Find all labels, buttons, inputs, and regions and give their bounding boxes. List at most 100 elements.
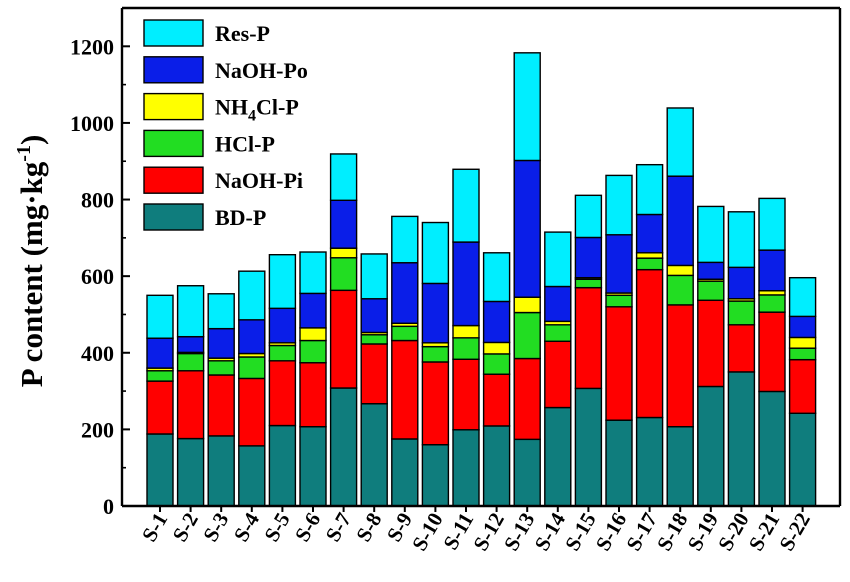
bar-segment-bd-p-s-9 <box>391 438 419 507</box>
legend-label-naoh-pi: NaOH-Pi <box>215 168 303 193</box>
bar-segment-bd-p-s-22 <box>788 412 817 507</box>
bar-segment-naoh-pi-s-7 <box>329 289 358 389</box>
bar-segment-res-p-s-14 <box>544 231 572 288</box>
legend-label-bd-p: BD-P <box>215 205 266 230</box>
y-tick-label: 400 <box>81 341 114 366</box>
bar-segment-hcl-p-s-3 <box>207 360 235 376</box>
bar-segment-bd-p-s-12 <box>482 425 511 507</box>
x-tick-label: S-1 <box>137 509 172 546</box>
bar-segment-naoh-pi-s-13 <box>513 357 541 441</box>
x-tick-label: S-3 <box>198 509 233 546</box>
bar-segment-naoh-po-s-16 <box>605 234 633 294</box>
x-tick-label: S-10 <box>407 509 448 555</box>
bar-segment-hcl-p-s-16 <box>605 294 633 308</box>
legend-swatch-res-p <box>143 19 204 47</box>
bar-segment-bd-p-s-6 <box>299 426 327 507</box>
bar-segment-naoh-pi-s-3 <box>207 374 235 437</box>
bar-segment-naoh-pi-s-6 <box>299 362 327 428</box>
bar-segment-hcl-p-s-20 <box>727 300 756 326</box>
bar-segment-bd-p-s-3 <box>207 435 235 507</box>
bar-segment-hcl-p-s-12 <box>482 353 511 375</box>
bar-segment-hcl-p-s-22 <box>788 347 817 361</box>
bar-segment-naoh-pi-s-8 <box>360 343 388 405</box>
bar-segment-res-p-s-3 <box>207 293 235 330</box>
legend-label-res-p: Res-P <box>215 21 270 46</box>
legend-label-hcl-p: HCl-P <box>215 131 275 156</box>
bar-segment-res-p-s-7 <box>329 153 358 201</box>
y-tick-label: 1000 <box>70 111 114 136</box>
legend-label-naoh-po: NaOH-Po <box>215 58 308 83</box>
x-tick-label: S-13 <box>499 509 540 555</box>
x-tick-label: S-22 <box>774 509 815 555</box>
bar-segment-naoh-po-s-21 <box>758 249 786 292</box>
x-tick-label: S-14 <box>530 508 571 555</box>
bar-segment-naoh-pi-s-21 <box>758 311 786 393</box>
x-tick-label: S-19 <box>683 509 724 555</box>
bar-segment-hcl-p-s-2 <box>176 352 205 372</box>
x-tick-label: S-17 <box>621 509 662 555</box>
legend-swatch-naoh-pi <box>143 166 204 194</box>
x-tick-label: S-5 <box>259 509 294 546</box>
bar-segment-naoh-pi-s-10 <box>421 361 450 446</box>
bar-segment-hcl-p-s-13 <box>513 311 541 360</box>
bar-segment-naoh-po-s-14 <box>544 285 572 323</box>
bar-segment-res-p-s-16 <box>605 174 633 236</box>
bar-segment-nh4cl-p-s-13 <box>513 296 541 314</box>
bar-segment-hcl-p-s-21 <box>758 294 786 313</box>
bar-segment-bd-p-s-2 <box>176 437 205 507</box>
bar-segment-res-p-s-15 <box>574 194 603 239</box>
bar-segment-hcl-p-s-15 <box>574 278 603 289</box>
bar-segment-naoh-pi-s-1 <box>146 380 174 435</box>
bar-segment-hcl-p-s-18 <box>666 274 694 306</box>
bar-segment-res-p-s-20 <box>727 211 756 269</box>
bar-segment-naoh-pi-s-16 <box>605 306 633 421</box>
legend-label-nh4cl-p: NH4Cl-P <box>215 95 299 125</box>
bar-segment-res-p-s-4 <box>238 270 266 321</box>
bar-segment-naoh-po-s-9 <box>391 262 419 324</box>
bar-segment-naoh-po-s-10 <box>421 282 450 344</box>
bar-segment-naoh-po-s-5 <box>268 307 297 344</box>
bar-segment-naoh-pi-s-22 <box>788 358 817 414</box>
bar-segment-res-p-s-22 <box>788 276 817 318</box>
x-tick-label: S-7 <box>321 509 356 546</box>
bar-segment-bd-p-s-21 <box>758 390 786 507</box>
bar-segment-naoh-pi-s-18 <box>666 304 694 428</box>
bar-segment-naoh-pi-s-15 <box>574 286 603 390</box>
bar-segment-nh4cl-p-s-11 <box>452 324 480 339</box>
bar-segment-res-p-s-1 <box>146 294 174 339</box>
bar-segment-bd-p-s-8 <box>360 403 388 507</box>
bar-segment-hcl-p-s-8 <box>360 334 388 345</box>
bar-segment-res-p-s-9 <box>391 215 419 264</box>
bar-segment-nh4cl-p-s-12 <box>482 341 511 355</box>
bar-segment-bd-p-s-17 <box>635 416 664 507</box>
bar-segment-naoh-pi-s-17 <box>635 268 664 419</box>
bar-segment-naoh-po-s-20 <box>727 266 756 300</box>
bar-segment-naoh-pi-s-19 <box>697 299 725 388</box>
y-tick-label: 0 <box>103 494 114 519</box>
bar-segment-naoh-pi-s-14 <box>544 340 572 409</box>
bar-segment-naoh-po-s-12 <box>482 300 511 344</box>
bar-segment-hcl-p-s-19 <box>697 280 725 301</box>
bar-segment-naoh-po-s-8 <box>360 298 388 334</box>
bar-segment-naoh-pi-s-2 <box>176 370 205 440</box>
bar-segment-bd-p-s-10 <box>421 444 450 507</box>
legend: Res-P NaOH-Po NH4Cl-P HCl-P NaOH-Pi BD-P <box>143 19 308 231</box>
x-tick-label: S-18 <box>652 509 693 555</box>
bar-segment-bd-p-s-20 <box>727 371 756 507</box>
bar-segment-hcl-p-s-6 <box>299 339 327 364</box>
bar-segment-nh4cl-p-s-17 <box>635 252 664 259</box>
bar-segment-hcl-p-s-10 <box>421 345 450 363</box>
bar-segment-bd-p-s-13 <box>513 438 541 507</box>
y-tick-label: 200 <box>81 417 114 442</box>
bar-segment-naoh-pi-s-20 <box>727 324 756 373</box>
bar-segment-hcl-p-s-14 <box>544 324 572 342</box>
y-axis-title: P content (mg·kg-1) <box>13 135 49 388</box>
legend-swatch-hcl-p <box>143 129 204 158</box>
bar-segment-bd-p-s-7 <box>329 387 358 507</box>
bar-segment-nh4cl-p-s-7 <box>329 247 358 259</box>
bar-segment-nh4cl-p-s-18 <box>666 264 694 277</box>
bar-segment-naoh-po-s-18 <box>666 175 694 267</box>
bar-segment-res-p-s-10 <box>421 221 450 285</box>
bar-segment-naoh-po-s-11 <box>452 241 480 327</box>
bar-segment-hcl-p-s-7 <box>329 257 358 292</box>
